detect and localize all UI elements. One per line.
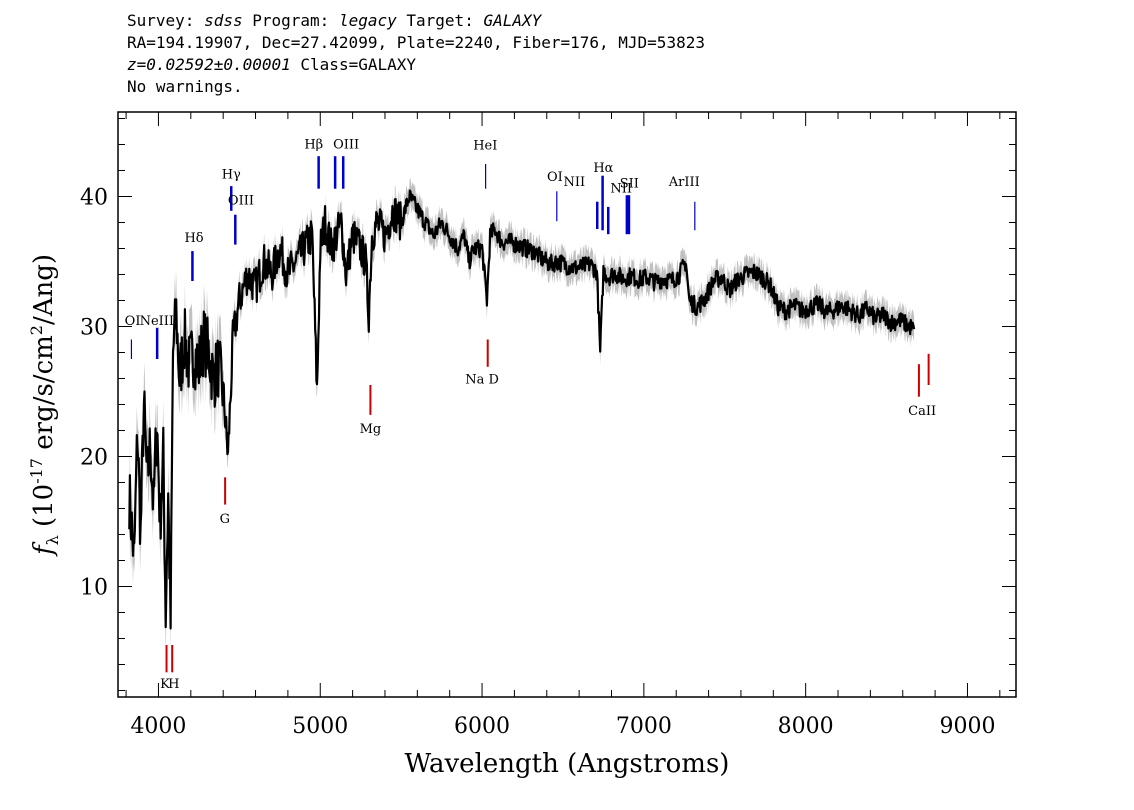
survey-label: Survey: [127,11,195,30]
program-value: legacy [338,11,397,30]
x-tick-label: 8000 [778,714,834,739]
target-value: GALAXY [483,11,542,30]
spectral-line-markers [130,156,930,673]
spectral-line-label: Hγ [222,167,241,182]
redshift-value: z=0.02592±0.00001 [127,55,291,74]
x-tick-label: 7000 [616,714,672,739]
spectral-line-label: H [168,677,179,692]
survey-value: sdss [204,11,243,30]
spectral-line-label: OIII [228,193,254,208]
x-tick-label: 4000 [130,714,186,739]
spectral-line-label: OI [547,170,563,185]
spectral-line-label: G [220,512,230,527]
flux-line [128,189,916,630]
y-tick-label: 20 [80,446,108,471]
y-axis-title: fλ (10-17 erg/s/cm2/Ang) [27,254,62,557]
spectral-line-label: Hβ [304,137,323,152]
plot-axes: 4000 5000 6000 7000 8000 9000 10 20 30 40 Waveleng… [27,111,1017,779]
spectral-line-label: NeIII [140,314,174,329]
y-tick-label: 30 [80,316,108,341]
survey-line: Survey: sdss Program: legacy Target: GAL… [127,10,705,32]
flux-series [128,189,916,630]
x-tick-label: 6000 [454,714,510,739]
x-tick-label: 5000 [292,714,348,739]
class-value: Class=GALAXY [300,55,416,74]
x-tick-label: 9000 [939,714,995,739]
redshift-line: z=0.02592±0.00001 Class=GALAXY [127,54,705,76]
y-tick-label: 10 [80,576,108,601]
spectral-line-label: Hα [593,161,613,176]
spectral-line-label: SII [620,176,639,191]
spectral-line-label: Na D [465,373,499,388]
y-tick-label: 40 [80,186,108,211]
spectral-line-label: OIII [333,137,359,152]
spectral-line-label: Hδ [184,231,203,246]
warnings-line: No warnings. [127,77,243,96]
spectral-line-label: CaII [908,404,936,419]
target-label: Target: [406,11,474,30]
coordinates-line: RA=194.19907, Dec=27.42099, Plate=2240, … [127,33,705,52]
spectral-line-label: OI [125,314,141,329]
spectrum-header: Survey: sdss Program: legacy Target: GAL… [127,10,705,98]
spectral-line-label: ArIII [668,175,700,190]
spectral-line-label: NII [610,182,632,197]
spectral-line-label: NII [563,175,585,190]
spectral-line-label: Mg [360,422,382,437]
program-label: Program: [252,11,330,30]
spectral-line-label: HeI [473,139,497,154]
spectral-line-label: K [160,677,170,692]
x-axis-title: Wavelength (Angstroms) [405,749,730,779]
